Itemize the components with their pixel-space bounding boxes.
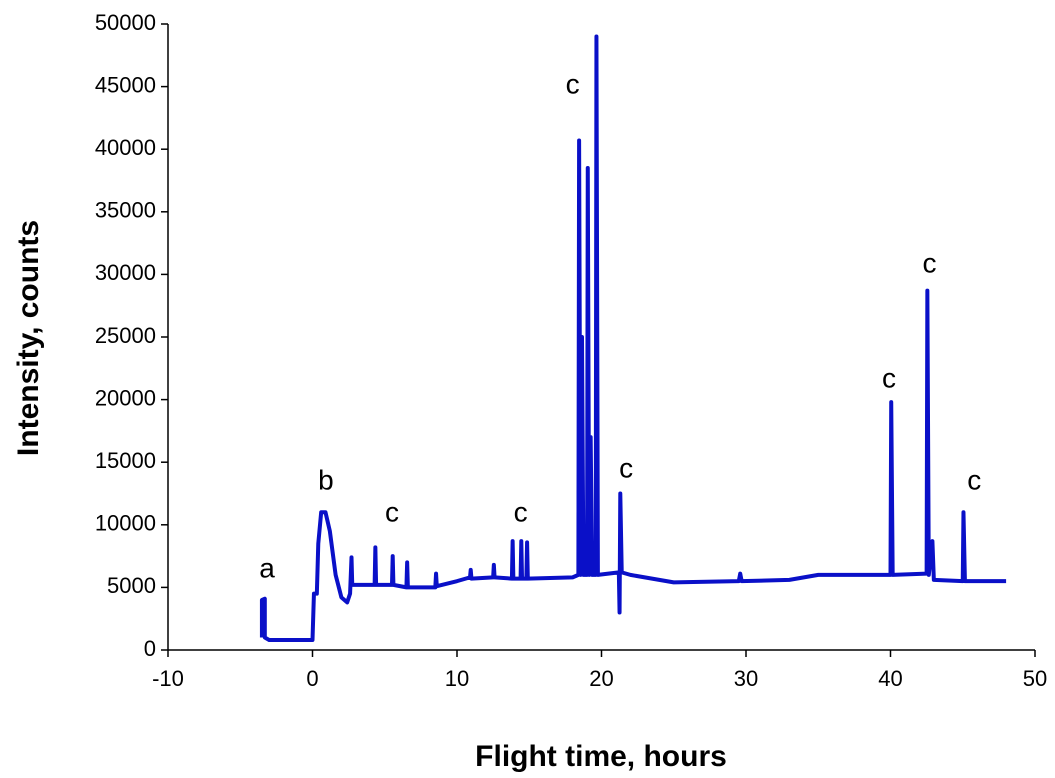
x-tick-label: 10 xyxy=(445,666,469,691)
y-tick-label: 10000 xyxy=(95,511,156,536)
y-tick-label: 50000 xyxy=(95,10,156,35)
annotation: c xyxy=(566,68,580,99)
x-tick-label: 40 xyxy=(878,666,902,691)
annotation: c xyxy=(385,496,399,527)
x-tick-label: 0 xyxy=(306,666,318,691)
y-tick-label: 20000 xyxy=(95,385,156,410)
annotation: c xyxy=(619,452,633,483)
x-tick-label: -10 xyxy=(152,666,184,691)
annotation: c xyxy=(967,464,981,495)
annotation: c xyxy=(923,247,937,278)
y-tick-label: 0 xyxy=(144,636,156,661)
data-line xyxy=(259,34,1007,642)
x-tick-label: 50 xyxy=(1023,666,1047,691)
y-tick-label: 30000 xyxy=(95,260,156,285)
x-tick-label: 30 xyxy=(734,666,758,691)
y-tick-label: 5000 xyxy=(107,573,156,598)
y-tick-label: 25000 xyxy=(95,323,156,348)
annotation: c xyxy=(882,362,896,393)
x-axis-title: Flight time, hours xyxy=(475,740,727,773)
y-axis-title: Intensity, counts xyxy=(12,220,45,456)
y-tick-label: 35000 xyxy=(95,198,156,223)
x-tick-label: 20 xyxy=(589,666,613,691)
y-tick-label: 45000 xyxy=(95,72,156,97)
y-tick-label: 15000 xyxy=(95,448,156,473)
y-tick-label: 40000 xyxy=(95,135,156,160)
annotation: a xyxy=(259,552,275,583)
annotation: b xyxy=(318,465,334,496)
annotation: c xyxy=(514,496,528,527)
